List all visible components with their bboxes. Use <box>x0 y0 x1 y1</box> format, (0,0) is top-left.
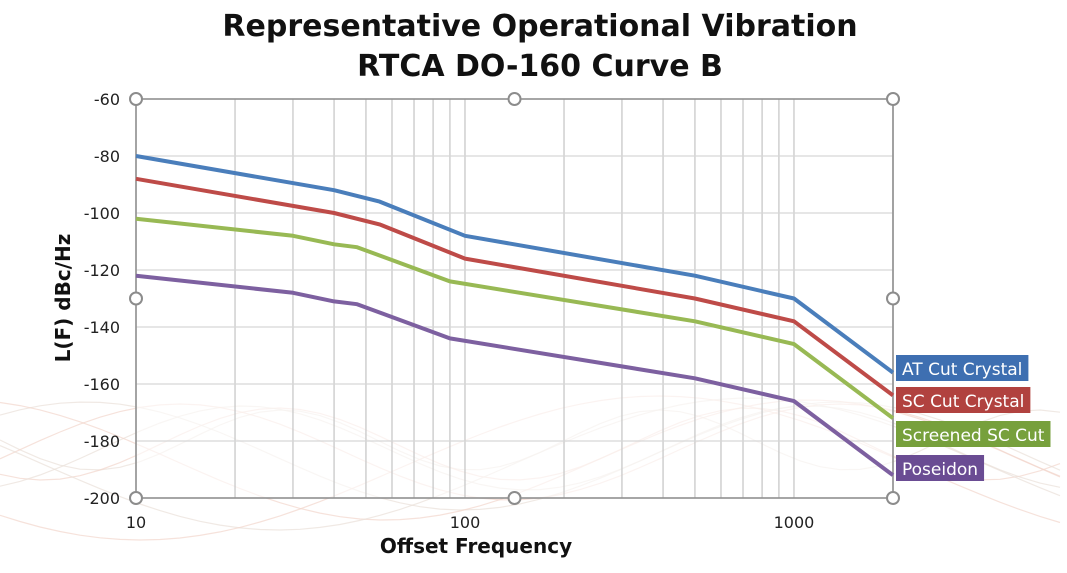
x-tick-label: 100 <box>450 513 481 532</box>
y-tick-label: -100 <box>84 204 120 223</box>
chart-title-line-1: Representative Operational Vibration <box>222 9 857 44</box>
y-axis-label: L(F) dBc/Hz <box>51 234 75 363</box>
series-label-0: AT Cut Crystal <box>896 355 1029 381</box>
series-label-text: Poseidon <box>902 460 978 480</box>
series-label-text: AT Cut Crystal <box>902 360 1022 380</box>
series-label-text: SC Cut Crystal <box>902 392 1024 412</box>
y-tick-label: -80 <box>94 147 120 166</box>
series-label-3: Poseidon <box>896 455 985 481</box>
y-tick-label: -140 <box>84 318 120 337</box>
resize-handle[interactable] <box>129 491 143 505</box>
series-label-box <box>896 455 985 481</box>
series-line-2 <box>135 216 895 420</box>
resize-handle[interactable] <box>129 92 143 106</box>
series-line-1 <box>135 176 895 398</box>
series-line-0 <box>135 154 895 375</box>
series-label-1: SC Cut Crystal <box>896 387 1031 413</box>
series-label-2: Screened SC Cut <box>896 421 1051 447</box>
resize-handle[interactable] <box>886 291 900 306</box>
resize-handle[interactable] <box>886 491 900 505</box>
y-tick-label: -160 <box>84 375 120 394</box>
y-tick-label: -60 <box>94 90 120 109</box>
resize-handle[interactable] <box>886 92 900 106</box>
y-tick-label: -200 <box>84 489 120 508</box>
x-tick-label: 10 <box>126 513 146 532</box>
series-label-box <box>896 387 1031 413</box>
chart-title-line-2: RTCA DO-160 Curve B <box>357 49 723 84</box>
plot-area <box>136 99 893 498</box>
series-label-box <box>896 355 1029 381</box>
y-tick-label: -180 <box>84 432 120 451</box>
x-tick-label: 1000 <box>774 513 815 532</box>
x-axis-label: Offset Frequency <box>380 534 572 558</box>
resize-handle[interactable] <box>507 491 522 505</box>
resize-handle[interactable] <box>507 92 522 106</box>
series-label-box <box>896 421 1051 447</box>
series-label-text: Screened SC Cut <box>902 426 1045 446</box>
series-line-3 <box>135 273 895 477</box>
y-tick-label: -120 <box>84 261 120 280</box>
resize-handle[interactable] <box>129 291 143 306</box>
